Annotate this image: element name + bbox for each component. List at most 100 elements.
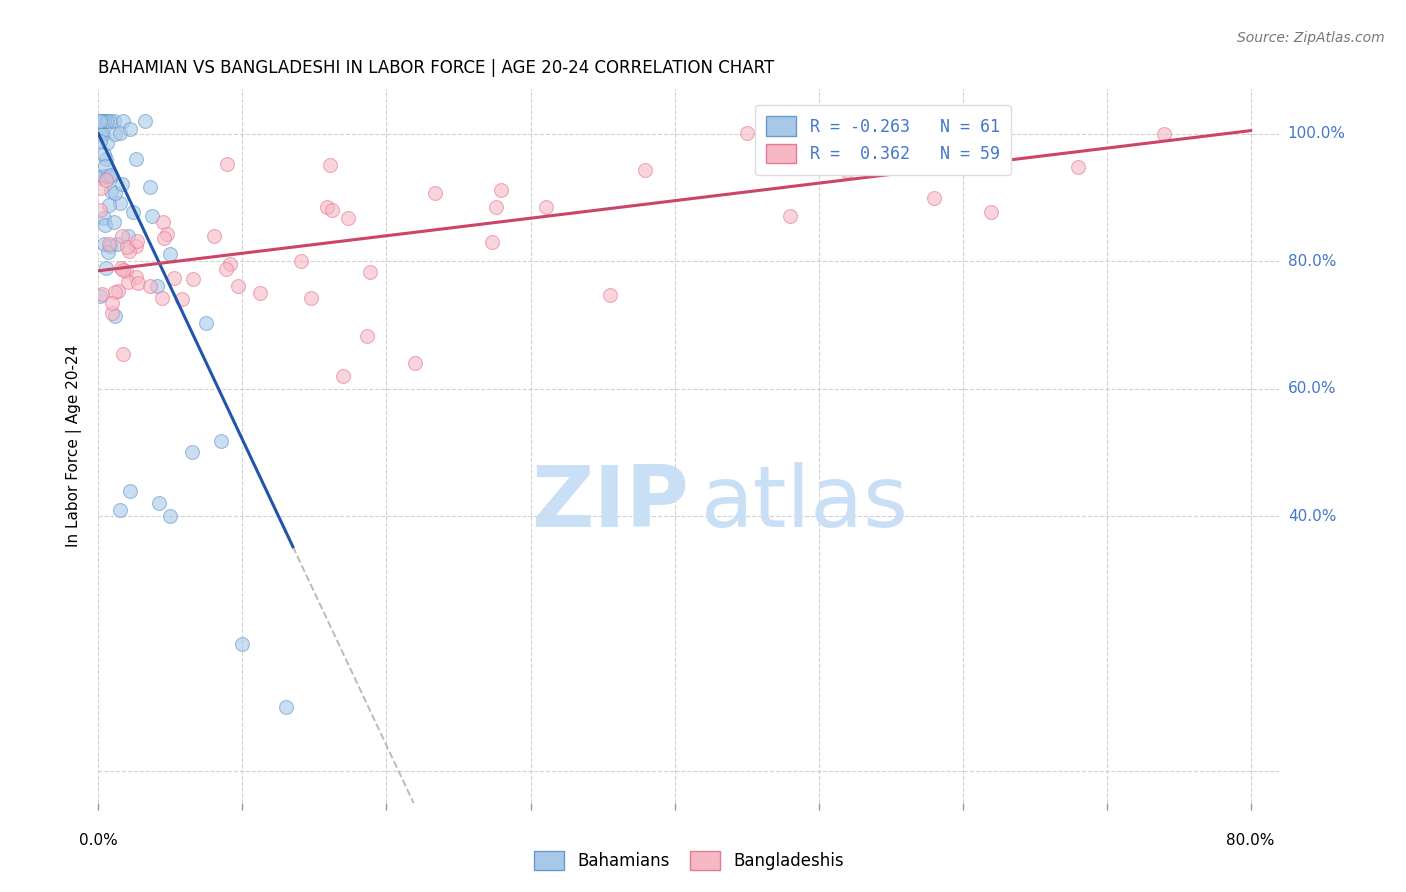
Point: [481, 235, 503, 249]
Point: [117, 275, 139, 289]
Text: 40.0%: 40.0%: [1288, 508, 1336, 524]
Point: [111, 263, 134, 277]
Point: [779, 209, 801, 223]
Point: [93, 211, 115, 226]
Point: [423, 186, 446, 200]
Point: [249, 285, 271, 300]
Point: [202, 228, 225, 243]
Point: [96, 136, 118, 150]
Point: [96, 114, 118, 128]
Point: [152, 231, 174, 245]
Point: [105, 237, 128, 252]
Point: [316, 200, 339, 214]
Point: [111, 178, 134, 192]
Point: [94, 114, 117, 128]
Point: [141, 210, 163, 224]
Point: [170, 292, 193, 306]
Point: [118, 121, 141, 136]
Point: [108, 126, 131, 140]
Text: 80.0%: 80.0%: [1226, 833, 1275, 848]
Point: [89, 181, 111, 195]
Text: 100.0%: 100.0%: [1288, 127, 1346, 141]
Point: [103, 114, 125, 128]
Point: [91, 114, 114, 128]
Point: [107, 284, 129, 298]
Point: [134, 114, 156, 128]
Point: [108, 502, 131, 516]
Point: [359, 265, 381, 279]
Point: [104, 186, 127, 201]
Point: [163, 271, 186, 285]
Point: [98, 168, 121, 182]
Point: [101, 306, 124, 320]
Point: [112, 114, 135, 128]
Point: [922, 191, 945, 205]
Point: [127, 276, 149, 290]
Point: [159, 247, 181, 261]
Point: [837, 164, 859, 178]
Point: [218, 257, 240, 271]
Point: [125, 239, 148, 253]
Point: [103, 214, 125, 228]
Legend: Bahamians, Bangladeshis: Bahamians, Bangladeshis: [527, 844, 851, 877]
Point: [94, 260, 117, 275]
Point: [356, 328, 378, 343]
Point: [735, 126, 758, 140]
Point: [117, 244, 139, 258]
Point: [104, 309, 127, 323]
Point: [215, 262, 238, 277]
Y-axis label: In Labor Force | Age 20-24: In Labor Force | Age 20-24: [66, 345, 83, 547]
Point: [93, 169, 115, 183]
Point: [100, 239, 122, 253]
Point: [98, 198, 121, 212]
Point: [96, 169, 118, 184]
Point: [152, 291, 174, 305]
Text: ZIP: ZIP: [531, 461, 689, 545]
Point: [98, 114, 121, 128]
Point: [1067, 160, 1090, 174]
Point: [599, 288, 621, 302]
Point: [104, 285, 127, 299]
Point: [148, 496, 170, 510]
Point: [634, 163, 657, 178]
Point: [89, 114, 111, 128]
Point: [108, 195, 131, 210]
Point: [290, 254, 312, 268]
Point: [97, 244, 120, 259]
Point: [209, 434, 232, 448]
Point: [110, 261, 132, 276]
Point: [321, 202, 343, 217]
Point: [89, 135, 111, 149]
Point: [90, 171, 112, 186]
Point: [96, 152, 118, 166]
Point: [89, 114, 111, 128]
Point: [94, 173, 117, 187]
Point: [195, 316, 218, 330]
Point: [90, 127, 112, 141]
Point: [104, 128, 127, 142]
Point: [100, 169, 122, 184]
Point: [1153, 127, 1175, 141]
Text: 0.0%: 0.0%: [79, 833, 118, 848]
Point: [121, 205, 143, 219]
Point: [91, 287, 114, 301]
Point: [115, 264, 138, 278]
Point: [152, 215, 174, 229]
Point: [217, 156, 239, 170]
Point: [181, 272, 204, 286]
Point: [112, 346, 135, 360]
Point: [89, 203, 111, 218]
Point: [93, 147, 115, 161]
Point: [181, 445, 204, 459]
Text: atlas: atlas: [700, 461, 908, 545]
Point: [101, 296, 124, 310]
Point: [93, 114, 115, 128]
Text: 80.0%: 80.0%: [1288, 253, 1336, 268]
Point: [100, 184, 122, 198]
Point: [332, 368, 354, 383]
Point: [228, 279, 250, 293]
Point: [89, 127, 111, 141]
Text: Source: ZipAtlas.com: Source: ZipAtlas.com: [1237, 31, 1385, 45]
Point: [97, 237, 120, 252]
Point: [318, 158, 340, 172]
